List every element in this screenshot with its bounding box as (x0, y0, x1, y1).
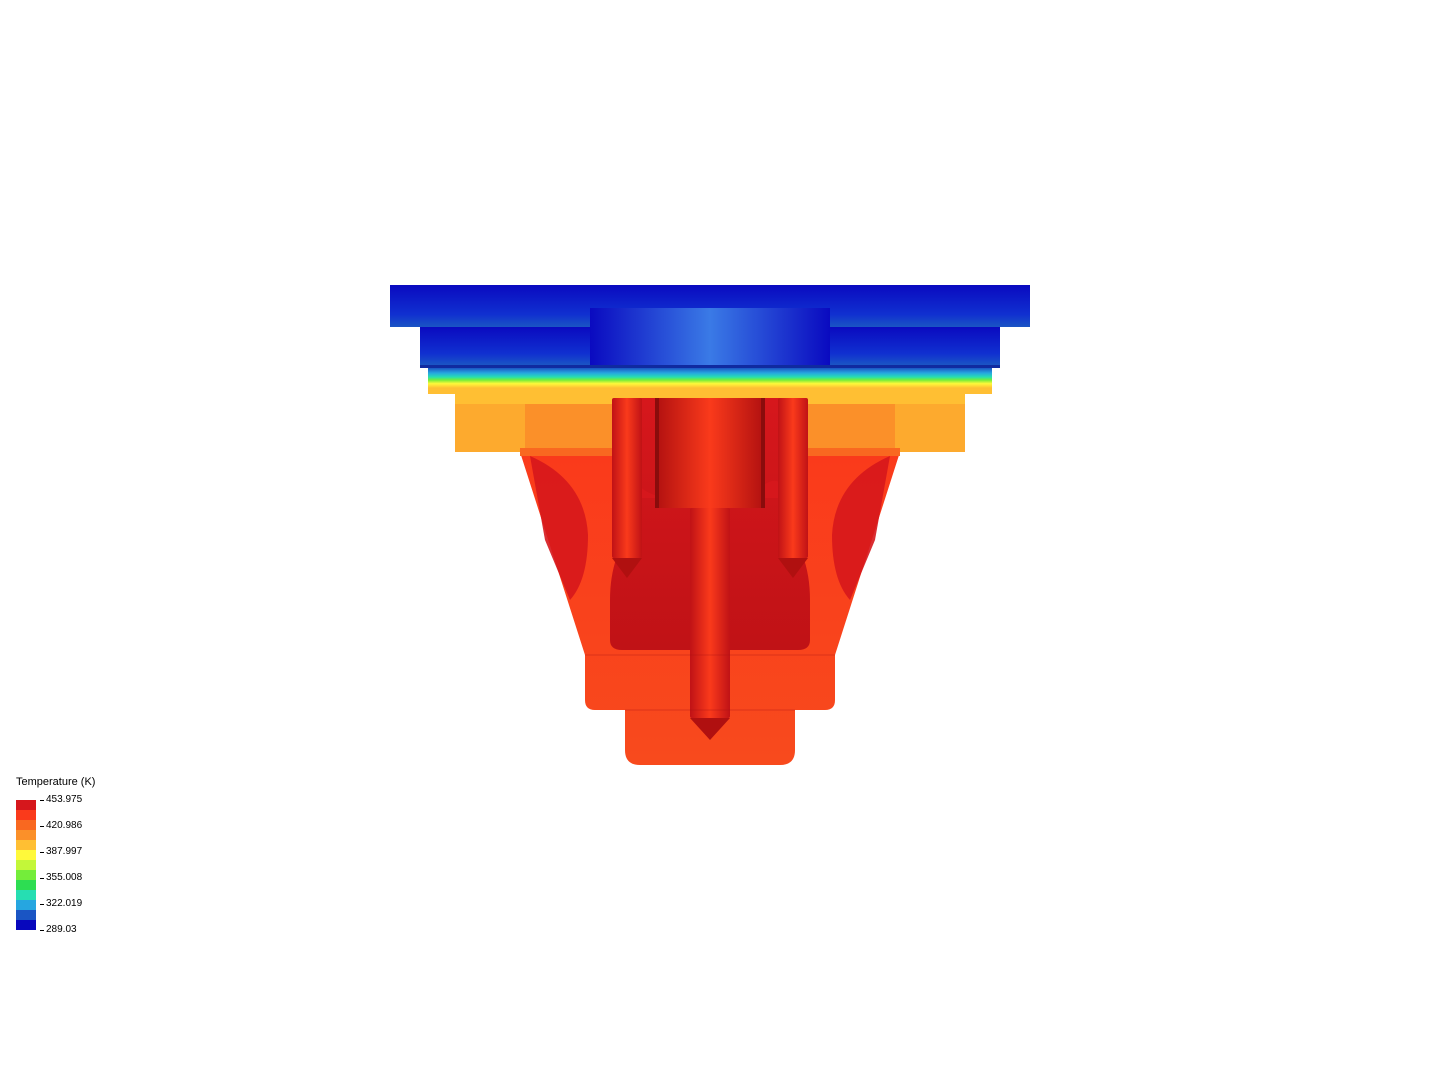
legend-colorbar-seg (16, 850, 36, 860)
legend-colorbar-seg (16, 810, 36, 820)
legend-colorbar-seg (16, 880, 36, 890)
legend-tick: 289.03 (40, 925, 77, 935)
transition-band (428, 368, 992, 394)
legend-tick-dash (40, 852, 44, 853)
legend-colorbar-seg (16, 800, 36, 810)
legend-tick-label: 387.997 (46, 847, 82, 857)
legend-tick: 420.986 (40, 821, 82, 831)
legend-tick: 453.975 (40, 795, 82, 805)
legend-ticks: 453.975420.986387.997355.008322.019289.0… (40, 800, 100, 930)
legend-colorbar-seg (16, 870, 36, 880)
legend-tick-label: 289.03 (46, 925, 77, 935)
legend-tick-dash (40, 878, 44, 879)
legend-colorbar-seg (16, 910, 36, 920)
legend-tick: 387.997 (40, 847, 82, 857)
legend-tick-dash (40, 826, 44, 827)
legend-tick-label: 322.019 (46, 899, 82, 909)
legend-title: Temperature (K) (16, 776, 100, 788)
legend: Temperature (K) 453.975 420.986 387.997 355… (16, 776, 100, 930)
legend-colorbar-seg (16, 840, 36, 850)
legend-tick-dash (40, 800, 44, 801)
legend-colorbar (16, 800, 36, 930)
legend-colorbar-seg (16, 900, 36, 910)
legend-colorbar-seg (16, 920, 36, 930)
legend-tick: 322.019 (40, 899, 82, 909)
legend-tick-dash (40, 904, 44, 905)
legend-colorbar-seg (16, 860, 36, 870)
legend-colorbar-seg (16, 820, 36, 830)
thermal-section-figure (380, 280, 1040, 780)
legend-tick-label: 453.975 (46, 795, 82, 805)
legend-tick: 355.008 (40, 873, 82, 883)
cold-top-plate (390, 285, 1030, 368)
legend-tick-label: 355.008 (46, 873, 82, 883)
legend-body: 453.975420.986387.997355.008322.019289.0… (16, 800, 100, 930)
legend-tick-label: 420.986 (46, 821, 82, 831)
legend-colorbar-seg (16, 890, 36, 900)
legend-colorbar-seg (16, 830, 36, 840)
legend-tick-dash (40, 930, 44, 931)
